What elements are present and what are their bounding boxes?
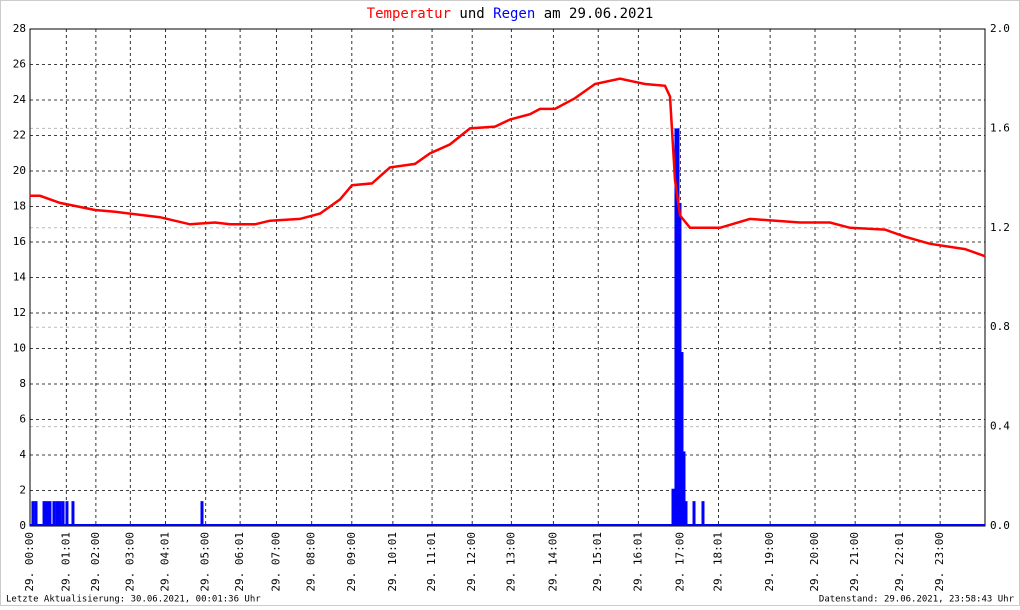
footer-right: Datenstand: 29.06.2021, 23:58:43 Uhr bbox=[819, 595, 1015, 605]
footer-left: Letzte Aktualisierung: 30.06.2021, 00:01… bbox=[6, 595, 261, 605]
y2-tick-label: 1.6 bbox=[990, 121, 1010, 134]
rain-bar bbox=[31, 501, 35, 526]
x-tick-label: 29. 20:00 bbox=[808, 532, 821, 592]
rain-bar bbox=[52, 501, 56, 526]
y2-tick-label: 1.2 bbox=[990, 221, 1010, 234]
y2-tick-label: 0.4 bbox=[990, 420, 1010, 433]
x-tick-label: 29. 02:00 bbox=[89, 532, 102, 592]
x-tick-label: 29. 14:00 bbox=[546, 532, 559, 592]
y-tick-label: 28 bbox=[13, 22, 26, 35]
y-tick-label: 24 bbox=[13, 93, 27, 106]
rain-bar bbox=[674, 128, 678, 526]
title-part: Regen bbox=[493, 6, 535, 22]
rain-bar bbox=[676, 128, 680, 526]
y-tick-label: 2 bbox=[19, 484, 26, 497]
title-part: am 29.06.2021 bbox=[544, 6, 654, 22]
x-tick-label: 29. 18:01 bbox=[712, 532, 725, 592]
x-tick-label: 29. 08:00 bbox=[305, 532, 318, 592]
y-tick-label: 8 bbox=[19, 377, 26, 390]
y2-tick-label: 2.0 bbox=[990, 22, 1010, 35]
rain-bar bbox=[34, 501, 38, 526]
x-tick-label: 29. 13:00 bbox=[504, 532, 517, 592]
rain-bar bbox=[65, 501, 69, 526]
x-tick-label: 29. 05:00 bbox=[199, 532, 212, 592]
title-part: und bbox=[459, 6, 484, 22]
x-tick-label: 29. 16:01 bbox=[631, 532, 644, 592]
y2-tick-label: 0.8 bbox=[990, 320, 1010, 333]
y-tick-label: 0 bbox=[19, 519, 26, 532]
rain-bar bbox=[678, 202, 682, 526]
x-tick-label: 29. 09:00 bbox=[345, 532, 358, 592]
y-tick-label: 16 bbox=[13, 235, 26, 248]
x-tick-label: 29. 11:01 bbox=[425, 532, 438, 592]
rain-bar bbox=[48, 501, 52, 526]
x-tick-label: 29. 04:01 bbox=[159, 532, 172, 592]
y2-tick-label: 0.0 bbox=[990, 519, 1010, 532]
rain-bar bbox=[45, 501, 49, 526]
rain-bar bbox=[58, 501, 62, 526]
rain-bar bbox=[680, 352, 684, 526]
rain-bar bbox=[55, 501, 59, 526]
y-tick-label: 22 bbox=[13, 129, 26, 142]
title-part: Temperatur bbox=[367, 6, 451, 22]
y-tick-label: 10 bbox=[13, 342, 26, 355]
x-tick-label: 29. 22:01 bbox=[893, 532, 906, 592]
rain-bar bbox=[684, 501, 688, 526]
temperature-line bbox=[30, 77, 986, 258]
y-tick-label: 18 bbox=[13, 200, 26, 213]
x-tick-label: 29. 21:00 bbox=[848, 532, 861, 592]
x-tick-label: 29. 19:00 bbox=[763, 532, 776, 592]
rain-bar bbox=[682, 451, 686, 526]
x-tick-label: 29. 17:00 bbox=[673, 532, 686, 592]
rain-bar bbox=[61, 501, 65, 526]
y-tick-label: 6 bbox=[19, 413, 26, 426]
y-tick-label: 26 bbox=[13, 58, 26, 71]
rain-bar bbox=[671, 488, 675, 526]
x-tick-label: 29. 03:00 bbox=[123, 532, 136, 592]
y-tick-label: 4 bbox=[19, 448, 26, 461]
y-tick-label: 12 bbox=[13, 306, 26, 319]
x-tick-label: 29. 07:00 bbox=[269, 532, 282, 592]
y-tick-label: 14 bbox=[13, 271, 27, 284]
x-tick-label: 29. 12:00 bbox=[465, 532, 478, 592]
x-tick-label: 29. 01:01 bbox=[59, 532, 72, 592]
x-tick-label: 29. 10:01 bbox=[386, 532, 399, 592]
rain-bar bbox=[71, 501, 75, 526]
rain-bar bbox=[42, 501, 46, 526]
x-tick-label: 29. 23:00 bbox=[933, 532, 946, 592]
x-tick-label: 29. 15:01 bbox=[591, 532, 604, 592]
chart-title: Temperatur und Regen am 29.06.2021 bbox=[367, 6, 654, 22]
x-tick-label: 29. 00:00 bbox=[23, 532, 36, 592]
x-tick-label: 29. 06:01 bbox=[233, 532, 246, 592]
rain-bar bbox=[692, 501, 696, 526]
y-tick-label: 20 bbox=[13, 164, 26, 177]
rain-bar bbox=[701, 501, 705, 526]
rain-bar bbox=[200, 501, 204, 526]
